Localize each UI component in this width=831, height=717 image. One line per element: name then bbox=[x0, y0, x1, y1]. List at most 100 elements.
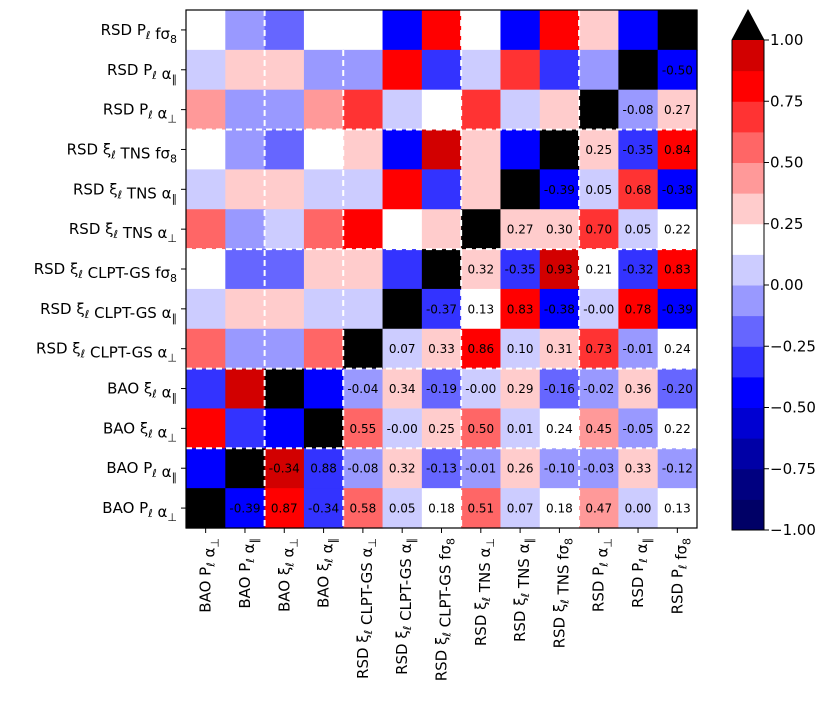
heatmap-cell bbox=[186, 169, 226, 210]
cell-value-label: -0.34 bbox=[308, 502, 339, 516]
heatmap-cell bbox=[382, 408, 423, 449]
heatmap-cell bbox=[303, 408, 344, 449]
heatmap-cell bbox=[579, 129, 619, 170]
heatmap-cell bbox=[421, 288, 462, 330]
cell-value-label: -0.02 bbox=[583, 382, 614, 396]
x-tick-label: RSD ξℓ CLPT-GS α∥ bbox=[393, 538, 418, 675]
cell-value-label: -0.08 bbox=[347, 462, 378, 476]
colorbar-segment bbox=[732, 285, 764, 317]
cell-value-label: 0.30 bbox=[546, 223, 573, 237]
heatmap-cell bbox=[382, 49, 423, 91]
cell-value-label: -0.35 bbox=[623, 143, 654, 157]
heatmap-cell bbox=[264, 169, 305, 210]
cell-value-label: -0.00 bbox=[387, 422, 418, 436]
heatmap-cell bbox=[303, 129, 344, 170]
cell-value-label: 0.26 bbox=[507, 462, 534, 476]
cell-value-label: 0.13 bbox=[664, 502, 691, 516]
cell-value-label: -0.20 bbox=[662, 382, 693, 396]
heatmap-cell bbox=[461, 288, 502, 330]
y-tick-label: RSD ξℓ CLPT-GS α⊥ bbox=[36, 340, 177, 365]
colorbar-tick-label: −0.25 bbox=[770, 337, 816, 355]
heatmap-cell bbox=[343, 288, 384, 330]
heatmap-cell bbox=[186, 89, 226, 131]
heatmap-cell bbox=[461, 209, 502, 250]
colorbar-extend-arrow bbox=[732, 10, 764, 40]
heatmap-cell bbox=[500, 129, 541, 170]
heatmap-cell bbox=[539, 488, 580, 529]
heatmap-cell bbox=[657, 209, 698, 250]
cell-value-label: -0.10 bbox=[544, 462, 575, 476]
cell-value-label: 0.07 bbox=[507, 502, 534, 516]
colorbar-segment bbox=[732, 193, 764, 225]
heatmap-cell bbox=[186, 10, 226, 51]
cell-value-label: -0.38 bbox=[544, 302, 575, 316]
y-tick-label: RSD ξℓ CLPT-GS α∥ bbox=[40, 300, 177, 325]
heatmap-cell bbox=[303, 328, 344, 370]
heatmap-cell bbox=[657, 408, 698, 449]
heatmap-cell bbox=[579, 448, 619, 489]
heatmap-cell bbox=[500, 89, 541, 131]
heatmap-cell bbox=[303, 209, 344, 250]
heatmap-cell bbox=[421, 49, 462, 91]
cell-value-label: 0.22 bbox=[664, 422, 691, 436]
heatmap-cell bbox=[500, 249, 541, 290]
heatmap-cell bbox=[303, 49, 344, 91]
heatmap-cell bbox=[539, 249, 580, 290]
group-dividers bbox=[186, 10, 697, 528]
heatmap-cell bbox=[461, 448, 502, 489]
colorbar-tick-label: 0.50 bbox=[770, 154, 803, 172]
cell-value-label: 0.32 bbox=[389, 462, 416, 476]
heatmap-cell bbox=[539, 288, 580, 330]
cell-value-label: 0.18 bbox=[428, 502, 455, 516]
heatmap-cell bbox=[264, 488, 305, 529]
cell-value-label: 0.83 bbox=[664, 263, 691, 277]
y-tick-label: RSD Pℓ α⊥ bbox=[103, 101, 177, 126]
cell-value-label: 0.47 bbox=[585, 502, 612, 516]
heatmap-cell bbox=[579, 89, 619, 131]
cell-value-label: 0.32 bbox=[467, 263, 494, 277]
heatmap-cell bbox=[382, 448, 423, 489]
heatmap-cell bbox=[186, 288, 226, 330]
colorbar-segment bbox=[732, 162, 764, 194]
cell-value-label: -0.50 bbox=[662, 63, 693, 77]
heatmap-cell bbox=[618, 209, 659, 250]
cell-value-label: -0.03 bbox=[583, 462, 614, 476]
x-tick-label: RSD ξℓ CLPT-GS fσ8 bbox=[433, 538, 458, 681]
cell-value-label: -0.32 bbox=[623, 263, 654, 277]
heatmap-cell bbox=[539, 10, 580, 51]
x-tick-label: BAO Pℓ α⊥ bbox=[197, 538, 222, 613]
cell-value-label: 0.73 bbox=[585, 342, 612, 356]
heatmap-cell bbox=[343, 209, 384, 250]
x-tick-label: RSD ξℓ CLPT-GS α⊥ bbox=[354, 538, 379, 679]
cell-value-label: 0.22 bbox=[664, 223, 691, 237]
heatmap-cell bbox=[461, 10, 502, 51]
cell-value-label: -0.01 bbox=[623, 342, 654, 356]
heatmap-cell bbox=[186, 129, 226, 170]
colorbar: 1.00 0.75 0.50 0.25 0.00 −0.25 −0.50 −0.75 −1.00 bbox=[731, 8, 816, 539]
colorbar-segment bbox=[732, 315, 764, 347]
cell-value-label: 0.18 bbox=[546, 502, 573, 516]
heatmap-cell bbox=[461, 488, 502, 529]
heatmap-cell bbox=[618, 288, 659, 330]
heatmap-cell bbox=[500, 169, 541, 210]
heatmap-cell bbox=[421, 89, 462, 131]
heatmap-cell bbox=[579, 328, 619, 370]
heatmap-cell bbox=[657, 448, 698, 489]
heatmap-cell bbox=[343, 89, 384, 131]
cell-value-label: 0.45 bbox=[585, 422, 612, 436]
heatmap-cell bbox=[382, 328, 423, 370]
heatmap-cell bbox=[264, 288, 305, 330]
cell-value-label: 0.36 bbox=[625, 382, 652, 396]
heatmap-cell bbox=[225, 10, 266, 51]
heatmap-cell bbox=[539, 448, 580, 489]
cell-value-label: 0.05 bbox=[585, 183, 612, 197]
heatmap-cell bbox=[657, 368, 698, 410]
heatmap-cell bbox=[579, 408, 619, 449]
x-tick-label: RSD ξℓ TNS α⊥ bbox=[472, 538, 497, 646]
x-tick-label: RSD Pℓ fσ8 bbox=[668, 538, 693, 614]
y-tick-label: BAO Pℓ α⊥ bbox=[102, 499, 177, 524]
cell-value-label: 0.13 bbox=[467, 302, 494, 316]
colorbar-outline bbox=[731, 8, 765, 531]
heatmap-cell bbox=[225, 368, 266, 410]
heatmap-cell bbox=[618, 129, 659, 170]
